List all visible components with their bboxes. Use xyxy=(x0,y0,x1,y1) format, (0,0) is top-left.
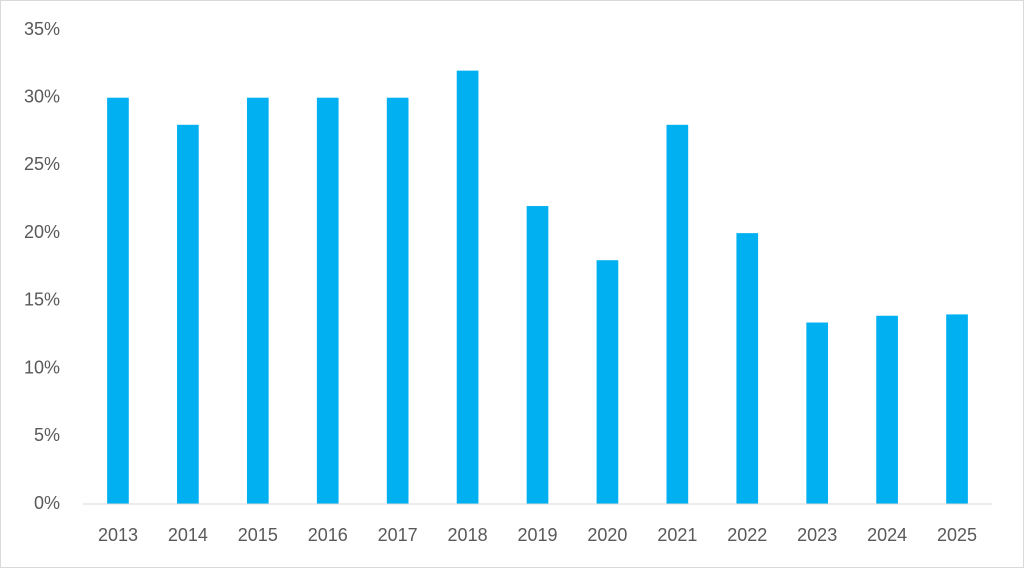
bar xyxy=(596,260,619,504)
x-tick-label: 2016 xyxy=(308,525,348,545)
bar xyxy=(386,97,409,504)
bar xyxy=(946,314,968,504)
bar xyxy=(177,124,199,505)
bar xyxy=(666,124,689,505)
x-tick-label: 2018 xyxy=(448,525,488,545)
bar xyxy=(316,97,339,504)
y-tick-label: 35% xyxy=(24,19,60,39)
bar xyxy=(526,206,549,505)
y-tick-label: 5% xyxy=(34,425,60,445)
bar xyxy=(736,233,759,504)
y-tick-label: 15% xyxy=(24,290,60,310)
x-tick-label: 2015 xyxy=(238,525,278,545)
x-tick-label: 2019 xyxy=(517,525,557,545)
y-tick-label: 10% xyxy=(24,357,60,377)
x-tick-label: 2021 xyxy=(657,525,697,545)
bar xyxy=(806,322,829,504)
x-tick-label: 2025 xyxy=(937,525,977,545)
x-tick-label: 2017 xyxy=(378,525,418,545)
x-tick-label: 2020 xyxy=(587,525,627,545)
y-tick-label: 20% xyxy=(24,222,60,242)
x-tick-label: 2024 xyxy=(867,525,907,545)
x-tick-label: 2023 xyxy=(797,525,837,545)
x-tick-label: 2014 xyxy=(168,525,208,545)
bar xyxy=(456,70,479,504)
y-tick-label: 25% xyxy=(24,154,60,174)
x-tick-label: 2022 xyxy=(727,525,767,545)
y-tick-label: 30% xyxy=(24,86,60,106)
bar xyxy=(107,97,129,504)
x-tick-label: 2013 xyxy=(98,525,138,545)
bar xyxy=(876,315,898,504)
bar xyxy=(246,97,269,504)
y-tick-label: 0% xyxy=(34,493,60,513)
